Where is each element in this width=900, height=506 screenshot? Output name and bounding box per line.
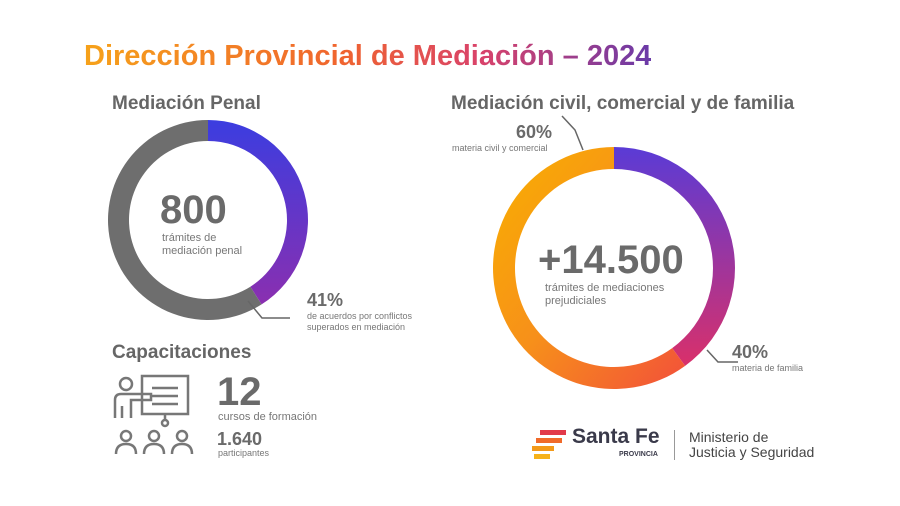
santa-fe-logo-sub: PROVINCIA <box>619 451 658 458</box>
civil-pct-b: 40% <box>732 342 769 362</box>
civil-heading: Mediación civil, comercial y de familia <box>451 93 795 114</box>
cursos-count: 12 <box>217 370 262 414</box>
civil-total: +14.500 <box>538 238 684 282</box>
penal-pct-label: de acuerdos por conflictos superados en … <box>307 311 412 333</box>
ministry-name: Ministerio de Justicia y Seguridad <box>689 429 815 461</box>
donut-slice <box>493 147 686 390</box>
civil-total-label: trámites de mediaciones prejudiciales <box>545 282 664 308</box>
donut-slice <box>108 120 262 320</box>
capacitaciones-heading: Capacitaciones <box>112 342 252 363</box>
donut-slice <box>614 147 735 366</box>
page-title: Dirección Provincial de Mediación – 2024 <box>84 40 652 72</box>
label-line: mediación penal <box>162 245 243 258</box>
teacher-presentation-icon <box>113 374 194 455</box>
donut-slice <box>208 120 308 305</box>
santa-fe-logo-icon <box>532 430 566 459</box>
divider <box>674 430 675 460</box>
leader-line <box>247 300 290 319</box>
civil-pct-a-label: materia civil y comercial <box>452 143 548 153</box>
leader-line <box>561 115 584 151</box>
penal-pct: 41% <box>307 290 344 310</box>
leader-line <box>706 349 738 363</box>
cursos-label: cursos de formación <box>218 411 318 423</box>
civil-pct-b-label: materia de familia <box>732 363 804 373</box>
penal-total: 800 <box>160 188 227 232</box>
civil-pct-a: 60% <box>516 122 553 142</box>
label-line: superados en mediación <box>307 321 406 332</box>
ministry-line: Ministerio de <box>689 429 769 445</box>
label-line: prejudiciales <box>545 295 607 308</box>
label-line: trámites de mediaciones <box>545 282 665 294</box>
ministry-line: Justicia y Seguridad <box>689 444 815 461</box>
label-line: trámites de <box>162 232 217 244</box>
penal-total-label: trámites de mediación penal <box>162 232 242 258</box>
santa-fe-logo-text: Santa Fe <box>572 425 660 448</box>
participantes-count: 1.640 <box>217 429 263 449</box>
participantes-label: participantes <box>218 448 270 458</box>
penal-heading: Mediación Penal <box>112 93 261 114</box>
label-line: de acuerdos por conflictos <box>307 311 413 321</box>
